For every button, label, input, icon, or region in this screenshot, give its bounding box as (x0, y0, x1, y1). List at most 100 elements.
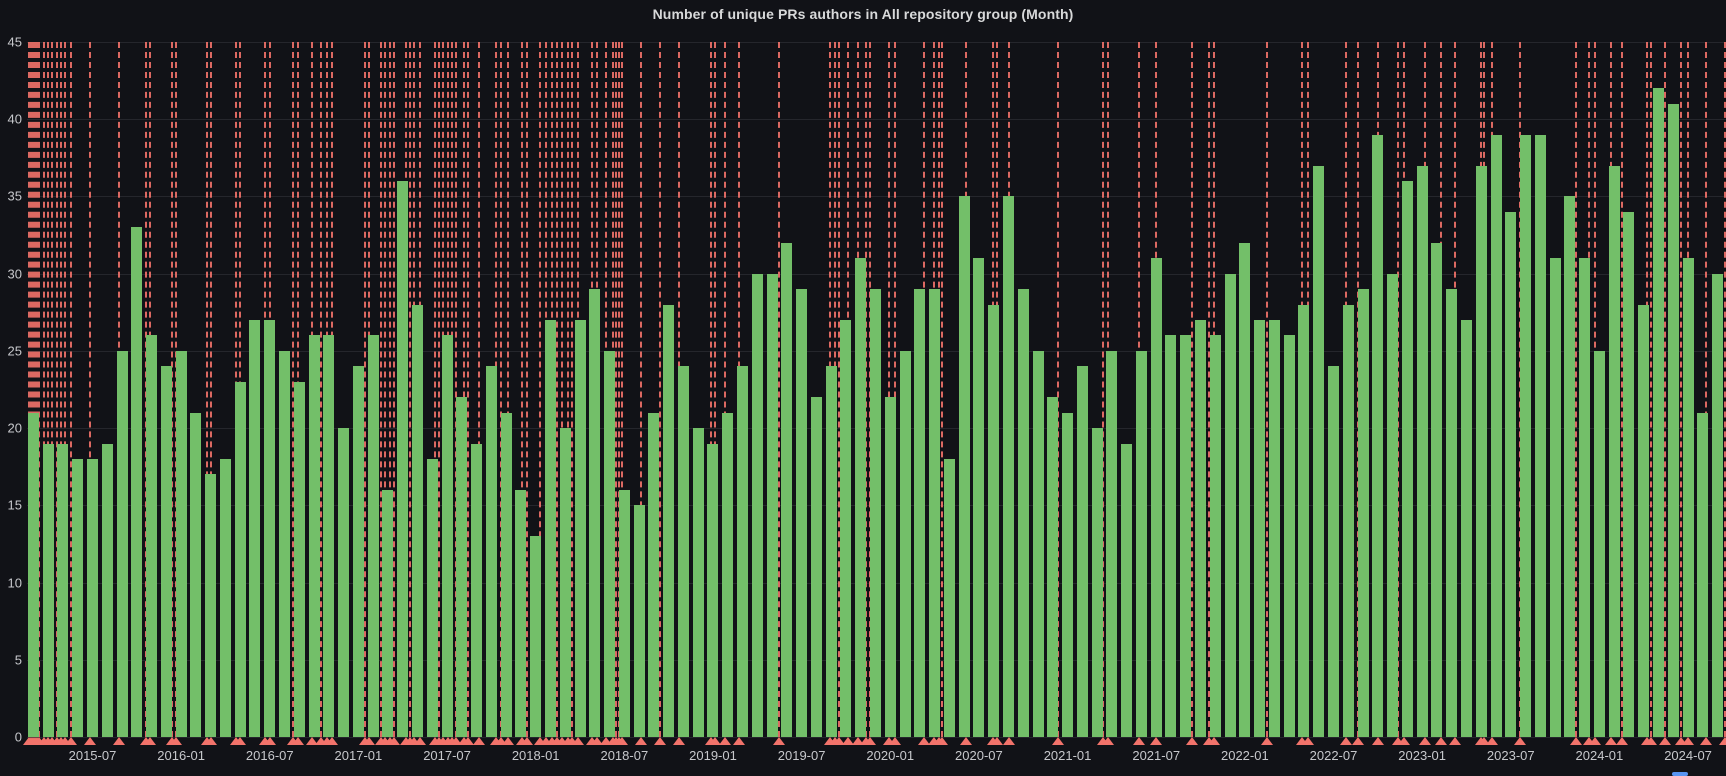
bar[interactable] (574, 320, 586, 737)
bar[interactable] (633, 505, 645, 737)
annotation-marker-triangle[interactable] (1003, 737, 1015, 745)
bar[interactable] (1298, 304, 1310, 737)
annotation-marker-triangle[interactable] (1486, 737, 1498, 745)
annotation-marker-triangle[interactable] (864, 737, 876, 745)
bar[interactable] (219, 459, 231, 737)
bar[interactable] (751, 273, 763, 737)
bar[interactable] (1534, 134, 1546, 737)
annotation-marker-triangle[interactable] (1478, 737, 1490, 745)
annotation-marker-triangle[interactable] (1645, 737, 1657, 745)
bar[interactable] (116, 350, 128, 737)
bar[interactable] (1283, 335, 1295, 737)
bar[interactable] (988, 304, 1000, 737)
annotation-marker-triangle[interactable] (1052, 737, 1064, 745)
bar[interactable] (1047, 397, 1059, 737)
annotation-marker-triangle[interactable] (1372, 737, 1384, 745)
bar[interactable] (42, 443, 54, 737)
annotation-marker-triangle[interactable] (205, 737, 217, 745)
bar[interactable] (589, 289, 601, 737)
bar[interactable] (86, 459, 98, 737)
bar[interactable] (1564, 196, 1576, 737)
annotation-marker-triangle[interactable] (654, 737, 666, 745)
annotation-marker-triangle[interactable] (635, 737, 647, 745)
annotation-marker-triangle[interactable] (1340, 737, 1352, 745)
annotation-marker-triangle[interactable] (450, 737, 462, 745)
bar[interactable] (471, 443, 483, 737)
annotation-marker-triangle[interactable] (1449, 737, 1461, 745)
bar[interactable] (855, 258, 867, 737)
bar[interactable] (1416, 165, 1428, 737)
annotation-marker-triangle[interactable] (363, 737, 375, 745)
annotation-marker-triangle[interactable] (960, 737, 972, 745)
annotation-marker-triangle[interactable] (1589, 737, 1601, 745)
bar[interactable] (1091, 428, 1103, 737)
bar[interactable] (190, 412, 202, 737)
annotation-marker-triangle[interactable] (414, 737, 426, 745)
annotation-marker-triangle[interactable] (1186, 737, 1198, 745)
annotation-marker-triangle[interactable] (1133, 737, 1145, 745)
annotation-marker-triangle[interactable] (388, 737, 400, 745)
annotation-marker-triangle[interactable] (773, 737, 785, 745)
annotation-marker-triangle[interactable] (1682, 737, 1694, 745)
annotation-marker-triangle[interactable] (1435, 737, 1447, 745)
bar[interactable] (618, 489, 630, 737)
bar[interactable] (1460, 320, 1472, 737)
bar[interactable] (781, 242, 793, 737)
bar[interactable] (973, 258, 985, 737)
annotation-marker-triangle[interactable] (473, 737, 485, 745)
bar[interactable] (1180, 335, 1192, 737)
bar[interactable] (1150, 258, 1162, 737)
bar[interactable] (412, 304, 423, 737)
bar[interactable] (308, 335, 320, 737)
annotation-marker-triangle[interactable] (1208, 737, 1220, 745)
bar[interactable] (840, 320, 852, 737)
bar[interactable] (796, 289, 808, 737)
bar[interactable] (1062, 412, 1074, 737)
bar[interactable] (1475, 165, 1487, 737)
annotation-marker-triangle[interactable] (1302, 737, 1314, 745)
annotation-marker-triangle[interactable] (673, 737, 685, 745)
annotation-marker-triangle[interactable] (842, 737, 854, 745)
bar[interactable] (1431, 242, 1443, 737)
bar[interactable] (27, 412, 39, 737)
bar[interactable] (1342, 304, 1354, 737)
bar[interactable] (1239, 242, 1251, 737)
annotation-marker-triangle[interactable] (65, 737, 77, 745)
bar[interactable] (175, 350, 187, 737)
bar[interactable] (1195, 320, 1207, 737)
annotation-marker-triangle[interactable] (462, 737, 474, 745)
bar[interactable] (1372, 134, 1384, 737)
bar[interactable] (1121, 443, 1133, 737)
bar[interactable] (722, 412, 734, 737)
annotation-marker-triangle[interactable] (572, 737, 584, 745)
bar[interactable] (1106, 350, 1118, 737)
annotation-marker-triangle[interactable] (1700, 737, 1712, 745)
bar[interactable] (279, 350, 291, 737)
bar[interactable] (943, 459, 955, 737)
annotation-marker-triangle[interactable] (144, 737, 156, 745)
annotation-marker-triangle[interactable] (113, 737, 125, 745)
bar[interactable] (1549, 258, 1561, 737)
bar[interactable] (870, 289, 881, 737)
annotation-marker-triangle[interactable] (234, 737, 246, 745)
bar[interactable] (737, 366, 749, 737)
bar[interactable] (101, 443, 113, 737)
bar[interactable] (160, 366, 172, 737)
bar[interactable] (441, 335, 453, 737)
bar[interactable] (1638, 304, 1650, 737)
bar[interactable] (958, 196, 970, 737)
annotation-marker-triangle[interactable] (1514, 737, 1526, 745)
annotation-marker-triangle[interactable] (918, 737, 930, 745)
annotation-marker-triangle[interactable] (1719, 737, 1726, 745)
bar[interactable] (707, 443, 719, 737)
bar[interactable] (929, 289, 941, 737)
bar[interactable] (1623, 211, 1635, 737)
bar[interactable] (1697, 412, 1709, 737)
bar[interactable] (1608, 165, 1620, 737)
annotation-marker-triangle[interactable] (495, 737, 507, 745)
bar[interactable] (72, 459, 84, 737)
bar[interactable] (1667, 103, 1679, 737)
bar[interactable] (559, 428, 571, 737)
annotation-marker-triangle[interactable] (1398, 737, 1410, 745)
bar[interactable] (530, 536, 542, 737)
